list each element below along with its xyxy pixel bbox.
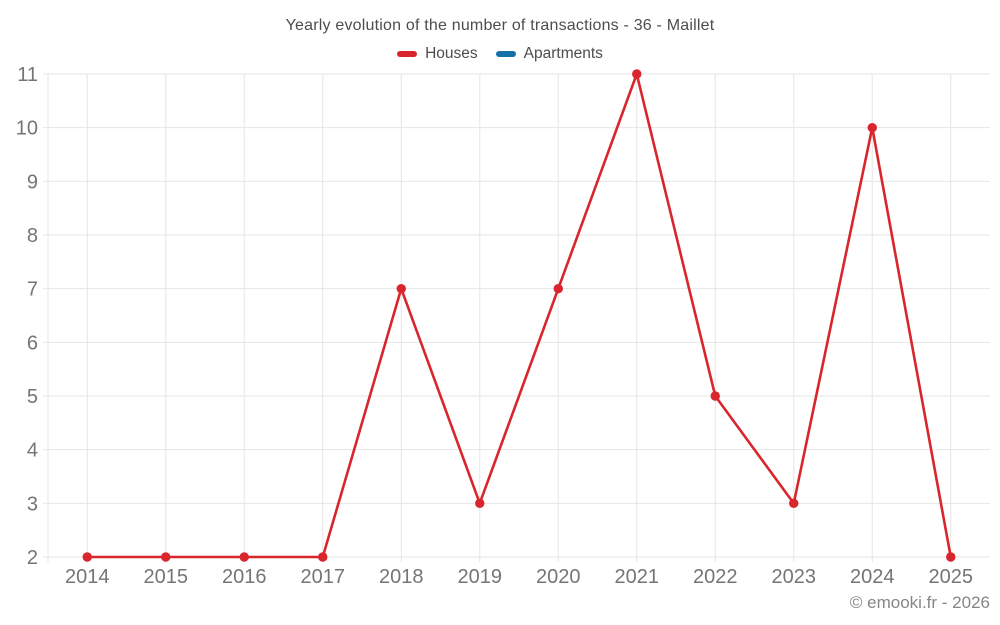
data-point-houses-2014[interactable] bbox=[82, 552, 92, 562]
houses-swatch-icon bbox=[397, 51, 418, 57]
x-tick-label: 2016 bbox=[222, 566, 267, 588]
legend-item-apartments[interactable]: Apartments bbox=[495, 45, 603, 63]
y-tick-label: 5 bbox=[27, 386, 38, 408]
data-point-houses-2015[interactable] bbox=[161, 552, 171, 562]
x-tick-label: 2025 bbox=[929, 566, 974, 588]
legend: Houses Apartments bbox=[0, 45, 1000, 63]
apartments-swatch-icon bbox=[495, 51, 516, 57]
y-tick-label: 9 bbox=[27, 171, 38, 193]
x-tick-label: 2019 bbox=[458, 566, 503, 588]
y-tick-label: 6 bbox=[27, 332, 38, 354]
legend-label: Apartments bbox=[523, 45, 603, 62]
x-tick-label: 2018 bbox=[379, 566, 424, 588]
y-tick-label: 3 bbox=[27, 493, 38, 515]
data-point-houses-2025[interactable] bbox=[946, 552, 956, 562]
data-point-houses-2023[interactable] bbox=[789, 498, 799, 509]
y-tick-label: 8 bbox=[27, 225, 38, 247]
series-line-houses bbox=[87, 72, 953, 559]
x-tick-label: 2023 bbox=[772, 566, 817, 588]
y-tick-label: 7 bbox=[27, 279, 38, 301]
data-point-houses-2018[interactable] bbox=[396, 283, 406, 294]
data-point-houses-2016[interactable] bbox=[239, 552, 249, 562]
y-tick-label: 2 bbox=[27, 547, 38, 569]
chart-title: Yearly evolution of the number of transa… bbox=[285, 17, 715, 34]
x-tick-label: 2021 bbox=[615, 566, 660, 588]
y-tick-label: 10 bbox=[16, 118, 38, 140]
y-tick-label: 11 bbox=[17, 64, 38, 86]
data-point-houses-2020[interactable] bbox=[553, 283, 563, 294]
copyright-credit: © emooki.fr - 2026 bbox=[849, 593, 990, 612]
legend-label: Houses bbox=[425, 45, 478, 62]
data-point-houses-2022[interactable] bbox=[710, 391, 720, 401]
data-point-houses-2017[interactable] bbox=[318, 552, 328, 562]
data-point-houses-2024[interactable] bbox=[867, 122, 877, 133]
y-tick-label: 4 bbox=[27, 440, 38, 462]
legend-item-houses[interactable]: Houses bbox=[397, 45, 478, 63]
x-tick-label: 2014 bbox=[65, 566, 110, 588]
x-tick-label: 2017 bbox=[301, 566, 346, 588]
x-tick-label: 2024 bbox=[850, 566, 895, 588]
x-tick-label: 2020 bbox=[536, 566, 581, 588]
x-tick-label: 2022 bbox=[693, 566, 738, 588]
data-point-houses-2019[interactable] bbox=[475, 498, 485, 509]
data-point-houses-2021[interactable] bbox=[632, 69, 642, 79]
x-tick-label: 2015 bbox=[144, 566, 189, 588]
